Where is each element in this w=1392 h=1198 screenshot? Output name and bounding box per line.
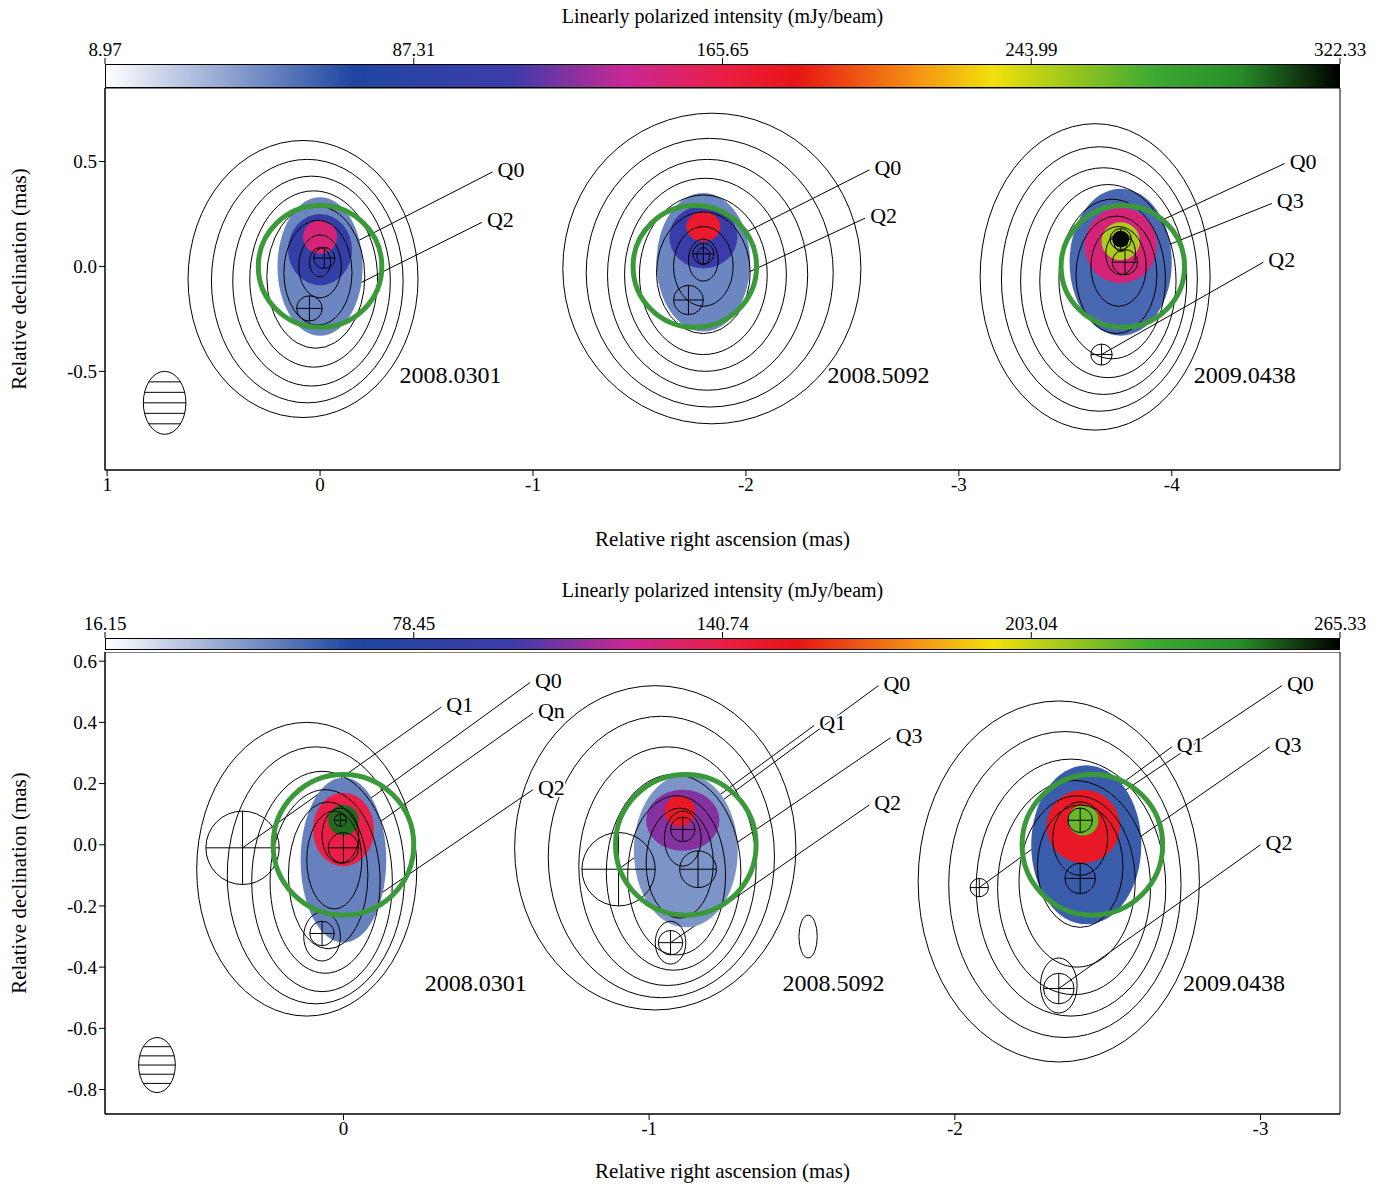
- svg-text:-1: -1: [525, 474, 541, 495]
- svg-text:Q2: Q2: [538, 775, 565, 800]
- svg-text:-3: -3: [951, 474, 967, 495]
- svg-text:-0.5: -0.5: [67, 361, 97, 382]
- svg-text:265.33: 265.33: [1314, 613, 1366, 634]
- svg-text:Q1: Q1: [446, 692, 473, 717]
- svg-text:165.65: 165.65: [696, 39, 748, 60]
- svg-text:Q2: Q2: [874, 790, 901, 815]
- svg-text:Q1: Q1: [1177, 732, 1204, 757]
- svg-text:Q0: Q0: [874, 155, 901, 180]
- svg-text:Q2: Q2: [870, 203, 897, 228]
- svg-text:-2: -2: [947, 1118, 963, 1139]
- svg-text:Q2: Q2: [1266, 830, 1293, 855]
- svg-text:2009.0438: 2009.0438: [1194, 362, 1296, 388]
- svg-text:2008.0301: 2008.0301: [400, 362, 502, 388]
- html-text:Linearly polarized intensity (: Linearly polarized intensity (mJy/beam): [561, 5, 884, 27]
- svg-text:-4: -4: [1164, 474, 1180, 495]
- svg-text:203.04: 203.04: [1005, 613, 1058, 634]
- svg-text:322.33: 322.33: [1314, 39, 1366, 60]
- svg-text:Q1: Q1: [819, 710, 846, 735]
- svg-text:2008.5092: 2008.5092: [783, 970, 885, 996]
- svg-text:16.15: 16.15: [84, 613, 127, 634]
- svg-text:0.5: 0.5: [73, 151, 97, 172]
- svg-text:2009.0438: 2009.0438: [1183, 970, 1285, 996]
- svg-text:0: 0: [315, 474, 325, 495]
- svg-text:Q3: Q3: [1275, 732, 1302, 757]
- svg-text:-0.6: -0.6: [67, 1018, 97, 1039]
- svg-text:243.99: 243.99: [1005, 39, 1057, 60]
- svg-text:1: 1: [102, 474, 112, 495]
- svg-text:2008.0301: 2008.0301: [425, 970, 527, 996]
- svg-text:-2: -2: [738, 474, 754, 495]
- svg-text:Relative right ascension (mas): Relative right ascension (mas): [595, 527, 850, 551]
- svg-text:Q0: Q0: [535, 668, 562, 693]
- svg-text:Qn: Qn: [538, 698, 565, 723]
- svg-text:Q3: Q3: [1277, 188, 1304, 213]
- svg-text:0.2: 0.2: [73, 773, 97, 794]
- svg-text:Q0: Q0: [1290, 149, 1317, 174]
- svg-text:0.0: 0.0: [73, 256, 97, 277]
- svg-text:-0.2: -0.2: [67, 896, 97, 917]
- html-text:Linearly polarized intensity (: Linearly polarized intensity (mJy/beam): [561, 579, 884, 601]
- svg-text:-3: -3: [1253, 1118, 1269, 1139]
- svg-text:87.31: 87.31: [392, 39, 435, 60]
- svg-text:8.97: 8.97: [88, 39, 121, 60]
- svg-text:0.6: 0.6: [73, 652, 97, 672]
- svg-text:-0.4: -0.4: [67, 957, 98, 978]
- svg-text:140.74: 140.74: [696, 613, 749, 634]
- svg-text:2008.5092: 2008.5092: [828, 362, 930, 388]
- svg-text:0: 0: [339, 1118, 349, 1139]
- svg-text:Q2: Q2: [1268, 247, 1295, 272]
- svg-text:Relative declination (mas): Relative declination (mas): [7, 168, 31, 390]
- svg-text:Q0: Q0: [883, 671, 910, 696]
- svg-text:0.0: 0.0: [73, 835, 97, 856]
- svg-text:Q0: Q0: [1287, 671, 1314, 696]
- svg-text:Relative right ascension (mas): Relative right ascension (mas): [595, 1159, 850, 1183]
- svg-text:-1: -1: [641, 1118, 657, 1139]
- svg-text:-0.8: -0.8: [67, 1079, 97, 1100]
- svg-text:Q0: Q0: [498, 157, 525, 182]
- svg-text:Relative declination (mas): Relative declination (mas): [7, 772, 31, 994]
- svg-text:Q2: Q2: [487, 207, 514, 232]
- svg-text:Q3: Q3: [896, 723, 923, 748]
- svg-text:0.4: 0.4: [73, 712, 97, 733]
- svg-text:78.45: 78.45: [392, 613, 435, 634]
